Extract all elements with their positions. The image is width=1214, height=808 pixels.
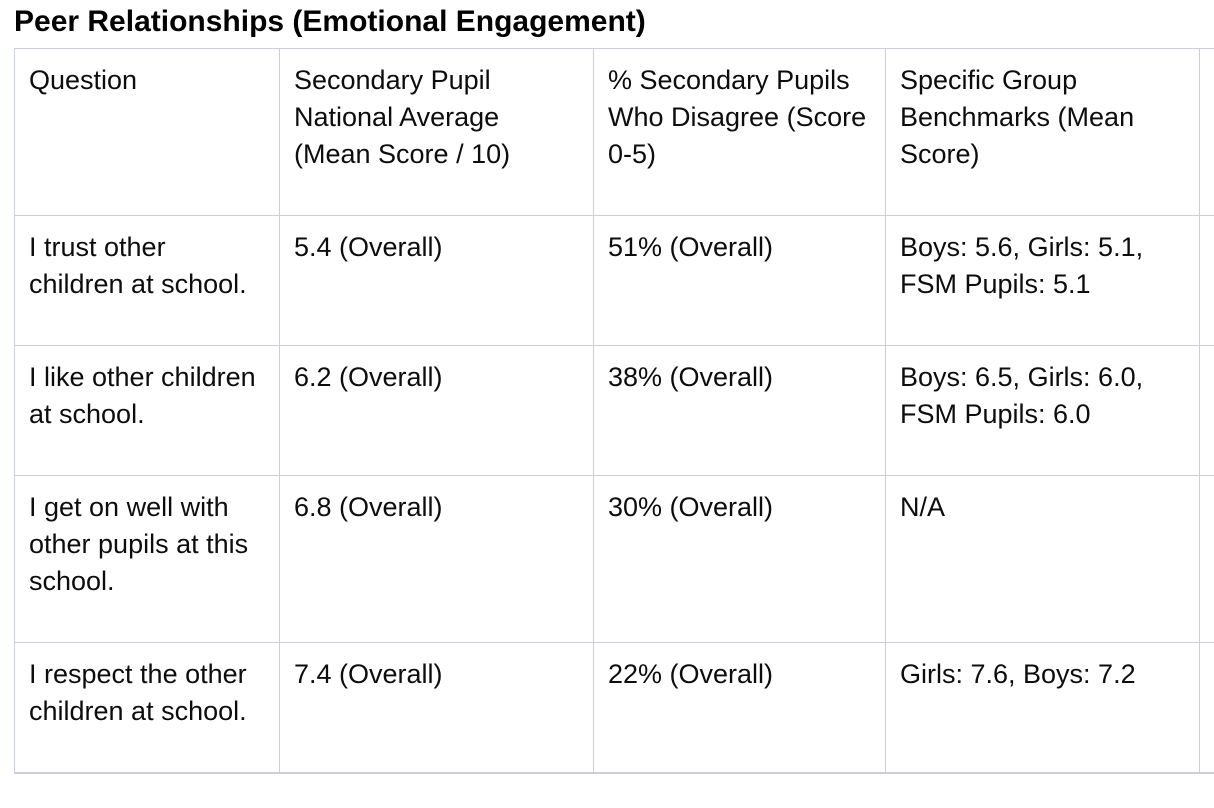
column-header-benchmarks: Specific Group Benchmarks (Mean Score) [885,48,1200,216]
cell-benchmarks: N/A [885,475,1200,643]
cell-pct-disagree: 30% (Overall) [593,475,886,643]
table-row: I get on well with other pupils at this … [14,475,1214,643]
cell-national-average: 7.4 (Overall) [279,642,594,774]
cell-benchmarks: Girls: 7.6, Boys: 7.2 [885,642,1200,774]
cell-question: I respect the other children at school. [14,642,280,774]
cell-benchmarks: Boys: 6.5, Girls: 6.0, FSM Pupils: 6.0 [885,345,1200,476]
peer-relationships-table: Question Secondary Pupil National Averag… [14,48,1214,774]
cell-empty-clipped [1199,215,1214,346]
column-header-national-average: Secondary Pupil National Average (Mean S… [279,48,594,216]
cell-benchmarks: Boys: 5.6, Girls: 5.1, FSM Pupils: 5.1 [885,215,1200,346]
column-header-empty-clipped [1199,48,1214,216]
cell-empty-clipped [1199,642,1214,774]
document-body: Peer Relationships (Emotional Engagement… [14,5,1214,774]
cell-pct-disagree: 38% (Overall) [593,345,886,476]
section-heading: Peer Relationships (Emotional Engagement… [14,5,646,38]
column-header-pct-disagree: % Secondary Pupils Who Disagree (Score 0… [593,48,886,216]
cell-national-average: 5.4 (Overall) [279,215,594,346]
cell-national-average: 6.2 (Overall) [279,345,594,476]
cell-pct-disagree: 51% (Overall) [593,215,886,346]
table-header-row: Question Secondary Pupil National Averag… [14,48,1214,216]
cell-question: I like other children at school. [14,345,280,476]
column-header-question: Question [14,48,280,216]
table-row: I respect the other children at school. … [14,642,1214,774]
table-row: I like other children at school. 6.2 (Ov… [14,345,1214,476]
table-row: I trust other children at school. 5.4 (O… [14,215,1214,346]
cell-national-average: 6.8 (Overall) [279,475,594,643]
cell-question: I get on well with other pupils at this … [14,475,280,643]
cell-pct-disagree: 22% (Overall) [593,642,886,774]
cell-empty-clipped [1199,475,1214,643]
cell-question: I trust other children at school. [14,215,280,346]
cell-empty-clipped [1199,345,1214,476]
